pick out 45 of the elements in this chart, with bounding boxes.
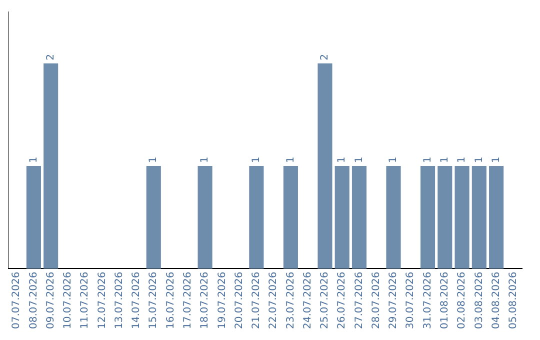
x-tick-label: 28.07.2026 [370, 272, 382, 330]
x-tick-label: 13.07.2026 [114, 272, 125, 330]
x-tick-label: 18.07.2026 [200, 272, 211, 330]
x-tick-label: 04.08.2026 [490, 272, 502, 330]
x-tick-label: 07.07.2026 [11, 272, 22, 330]
x-tick-label: 15.07.2026 [148, 272, 160, 330]
x-tick-label: 10.07.2026 [62, 272, 74, 330]
data-label: 1 [336, 156, 348, 164]
x-tick-label: 23.07.2026 [285, 272, 296, 330]
data-label: 1 [354, 156, 365, 164]
data-label: 1 [422, 156, 434, 164]
x-tick-label: 21.07.2026 [251, 272, 262, 330]
x-tick-label: 30.07.2026 [405, 272, 416, 330]
data-label: 2 [320, 54, 331, 60]
data-label: 2 [45, 54, 56, 60]
x-tick-label: 26.07.2026 [336, 272, 348, 330]
x-tick-label: 11.07.2026 [80, 272, 91, 330]
x-tick-label: 01.08.2026 [439, 272, 450, 330]
data-label: 1 [251, 156, 262, 164]
x-tick-label: 27.07.2026 [354, 272, 365, 330]
x-tick-label: 24.07.2026 [302, 272, 314, 330]
x-tick-label: 09.07.2026 [45, 272, 56, 330]
x-tick-label: 19.07.2026 [216, 272, 228, 330]
data-label: 1 [28, 156, 40, 164]
x-tick-label: 08.07.2026 [28, 272, 40, 330]
x-tick-label: 20.07.2026 [234, 272, 245, 330]
data-label: 1 [456, 156, 468, 164]
data-label: 1 [490, 156, 502, 164]
data-label: 1 [474, 156, 485, 164]
x-tick-label: 25.07.2026 [320, 272, 331, 330]
x-tick-label: 05.08.2026 [508, 272, 520, 330]
data-label: 1 [285, 156, 296, 164]
x-tick-label: 31.07.2026 [422, 272, 434, 330]
x-tick-label: 29.07.2026 [388, 272, 400, 330]
x-tick-label: 17.07.2026 [182, 272, 194, 330]
x-tick-label: 14.07.2026 [131, 272, 142, 330]
x-tick-label: 16.07.2026 [165, 272, 176, 330]
data-label: 1 [388, 156, 400, 164]
x-tick-label: 22.07.2026 [268, 272, 280, 330]
data-label: 1 [439, 156, 450, 164]
data-label: 1 [200, 156, 211, 164]
x-tick-label: 03.08.2026 [474, 272, 485, 330]
x-tick-label: 02.08.2026 [456, 272, 468, 330]
x-tick-label: 12.07.2026 [96, 272, 108, 330]
data-label: 1 [148, 156, 160, 164]
